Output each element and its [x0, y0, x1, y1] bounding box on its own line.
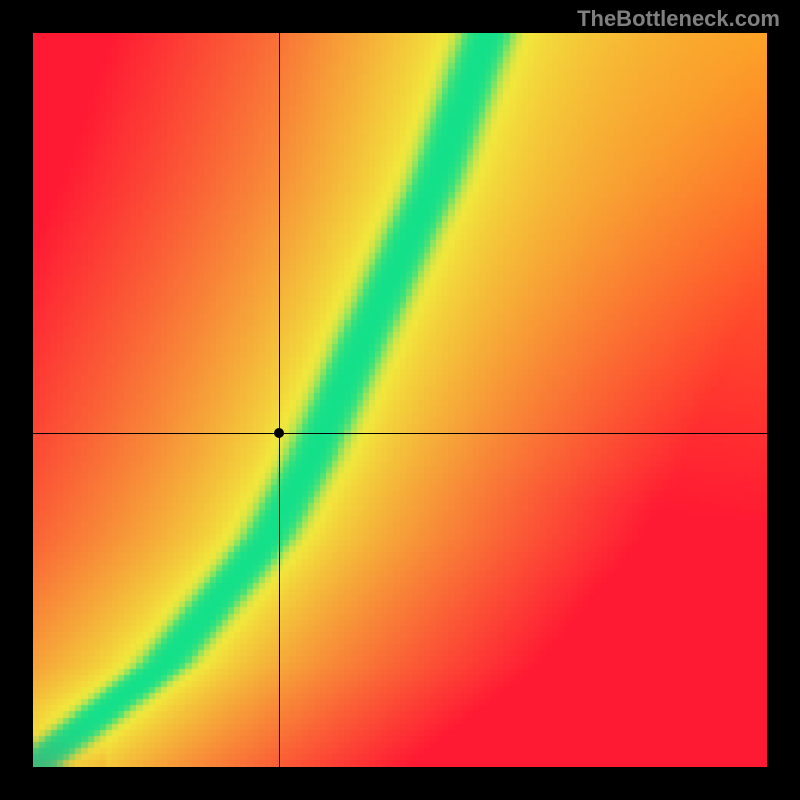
heatmap-canvas [33, 33, 767, 767]
crosshair-horizontal [33, 433, 767, 434]
watermark-text: TheBottleneck.com [577, 6, 780, 32]
crosshair-vertical [279, 33, 280, 767]
chart-container: TheBottleneck.com [0, 0, 800, 800]
plot-area [33, 33, 767, 767]
crosshair-marker [274, 428, 284, 438]
